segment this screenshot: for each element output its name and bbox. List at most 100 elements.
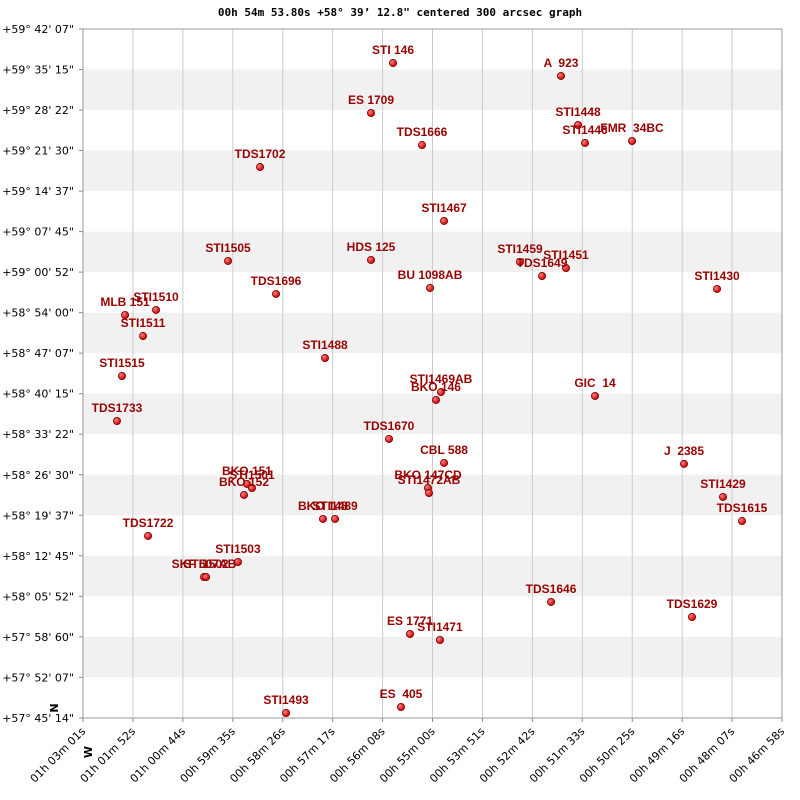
star-label: STI1451 (543, 248, 589, 262)
y-tick-label: +58° 54' 00" (2, 307, 74, 320)
star (435, 635, 444, 644)
star (547, 597, 556, 606)
star-label: STI1471 (417, 620, 463, 634)
star (538, 271, 547, 280)
star (581, 138, 590, 147)
y-tick-label: +59° 00' 52" (2, 266, 74, 279)
y-tick-label: +59° 42' 07" (2, 23, 74, 36)
star (574, 120, 583, 129)
star (425, 489, 434, 498)
star (556, 71, 565, 80)
star (628, 137, 637, 146)
star-label: BKO 148 (298, 499, 348, 513)
star-label: A 923 (544, 56, 579, 70)
star-label: FMR 34BC (600, 121, 664, 135)
star (516, 257, 525, 266)
star (247, 484, 256, 493)
star-label: BKO 152 (219, 475, 269, 489)
star (436, 388, 445, 397)
star-label: STI1510 (133, 290, 179, 304)
star (112, 417, 121, 426)
star (233, 557, 242, 566)
star-label: ES 405 (380, 687, 423, 701)
star-label: STI1469AB (410, 372, 473, 386)
y-tick-label: +58° 05' 52" (2, 590, 74, 603)
star-label: MLB 151 (100, 295, 150, 309)
star-label: STI1502 (183, 557, 229, 571)
star (139, 332, 148, 341)
star (440, 458, 449, 467)
y-tick-label: +58° 12' 45" (2, 550, 74, 563)
star-label: STI1493 (263, 693, 309, 707)
star-label: TDS1629 (667, 597, 718, 611)
y-tick-label: +57° 45' 14" (2, 712, 74, 725)
y-tick-label: +59° 07' 45" (2, 226, 74, 239)
star-label: STI1472AB (398, 473, 461, 487)
star (282, 708, 291, 717)
star (385, 434, 394, 443)
star-label: STI1459 (497, 242, 543, 256)
star-label: BU 1098AB (398, 268, 463, 282)
star-label: TDS1666 (397, 125, 448, 139)
star-label: ES 1771 (387, 614, 433, 628)
star-label: STI1489 (312, 499, 358, 513)
star-label: SKF 507AB (172, 557, 237, 571)
y-tick-label: +59° 35' 15" (2, 64, 74, 77)
star (561, 264, 570, 273)
star-label: STI1505 (205, 241, 251, 255)
star-label: TDS1733 (92, 401, 143, 415)
star-label: ES 1709 (348, 93, 394, 107)
star (389, 58, 398, 67)
star-label: TDS1702 (235, 147, 286, 161)
star (144, 531, 153, 540)
x-axis-label: W (82, 746, 95, 758)
y-tick-label: +58° 47' 07" (2, 347, 74, 360)
y-axis-label: N (48, 703, 61, 712)
star (318, 514, 327, 523)
star-label: STI1515 (99, 356, 145, 370)
star (417, 141, 426, 150)
star-label: CBL 588 (420, 443, 468, 457)
star (738, 517, 747, 526)
star-label: GIC 14 (574, 376, 616, 390)
star-label: STI1488 (302, 338, 348, 352)
star (367, 109, 376, 118)
star-label: TDS1696 (251, 274, 302, 288)
y-tick-label: +58° 19' 37" (2, 509, 74, 522)
star (687, 613, 696, 622)
star (321, 354, 330, 363)
y-tick-label: +59° 21' 30" (2, 145, 74, 158)
plot-frame (82, 28, 783, 719)
star-label: TDS1722 (123, 516, 174, 530)
star-label: STI1501 (229, 468, 275, 482)
star (680, 459, 689, 468)
star-label: STI1446 (562, 123, 608, 137)
star-label: TDS1670 (364, 419, 415, 433)
star-label: TDS1649 (517, 256, 568, 270)
star (272, 289, 281, 298)
star-label: BKO 151 (222, 464, 272, 478)
chart-title: 00h 54m 53.80s +58° 39’ 12.8" centered 3… (218, 6, 582, 19)
star-label: BKO 147CD (394, 468, 462, 482)
y-tick-label: +59° 14' 37" (2, 185, 74, 198)
y-tick-label: +58° 40' 15" (2, 388, 74, 401)
star-label: STI 146 (372, 43, 414, 57)
star (331, 514, 340, 523)
y-tick-label: +59° 28' 22" (2, 104, 74, 117)
star (713, 284, 722, 293)
star (121, 310, 130, 319)
star (396, 702, 405, 711)
star (440, 216, 449, 225)
star (256, 163, 265, 172)
star (239, 490, 248, 499)
star-label: STI1467 (421, 201, 467, 215)
star-label: STI1429 (700, 477, 746, 491)
star (405, 629, 414, 638)
star (591, 391, 600, 400)
star (152, 305, 161, 314)
star-label: TDS1615 (717, 501, 768, 515)
y-tick-label: +57° 58' 60" (2, 631, 74, 644)
star (426, 283, 435, 292)
star (224, 256, 233, 265)
